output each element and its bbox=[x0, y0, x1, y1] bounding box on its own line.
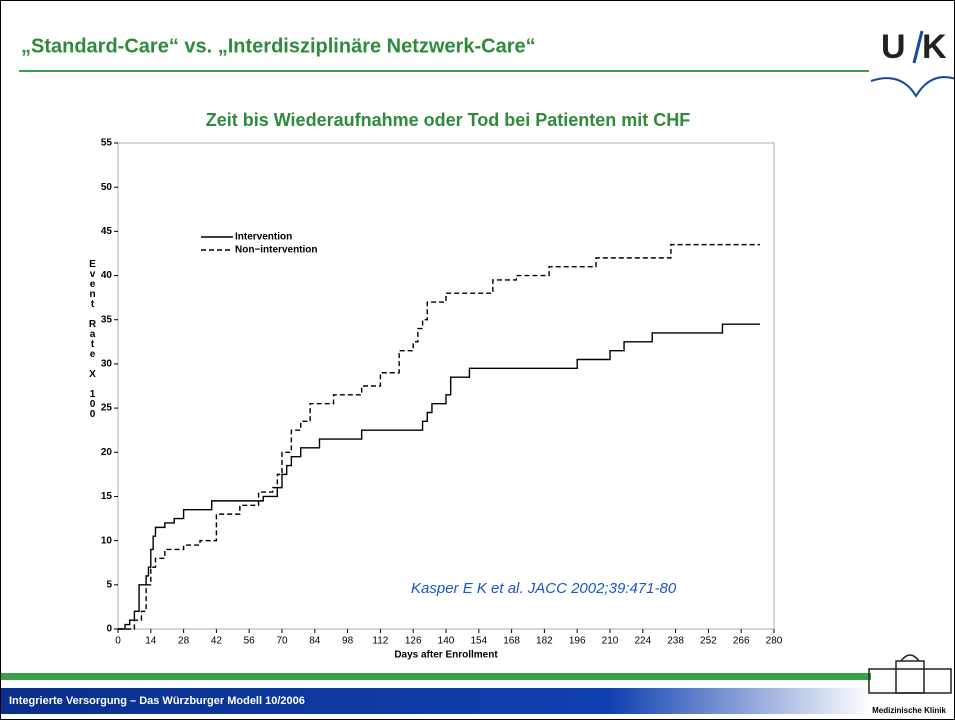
x-tick-label: 0 bbox=[115, 636, 121, 647]
logo-mark bbox=[912, 30, 924, 64]
x-tick-label: 112 bbox=[372, 636, 388, 647]
step-line bbox=[118, 323, 760, 630]
x-tick-label: 154 bbox=[470, 636, 487, 647]
x-tick-label: 84 bbox=[309, 636, 321, 647]
footer-text: Integrierte Versorgung – Das Würzburger … bbox=[9, 695, 305, 707]
building-icon bbox=[868, 654, 952, 694]
x-tick-label: 42 bbox=[211, 636, 223, 647]
x-tick-label: 28 bbox=[178, 636, 190, 647]
footer-bar bbox=[1, 688, 871, 714]
y-tick-label: 35 bbox=[101, 314, 113, 325]
y-tick-label: 5 bbox=[106, 579, 112, 590]
chart-title: Zeit bis Wiederaufnahme oder Tod bei Pat… bbox=[206, 110, 691, 130]
x-tick-label: 280 bbox=[766, 636, 783, 647]
x-tick-label: 14 bbox=[145, 636, 157, 647]
x-tick-label: 238 bbox=[667, 636, 684, 647]
y-tick-label: 25 bbox=[101, 403, 113, 414]
plot-frame bbox=[117, 142, 775, 630]
y-tick-label: 0 bbox=[106, 624, 112, 635]
x-axis-label: Days after Enrollment bbox=[394, 650, 498, 661]
step-line bbox=[118, 243, 760, 630]
annotation: Kasper E K et al. JACC 2002;39:471-80 bbox=[411, 580, 677, 597]
legend-label: Non−intervention bbox=[235, 245, 318, 256]
y-tick-label: 10 bbox=[101, 535, 113, 546]
x-tick-label: 266 bbox=[733, 636, 750, 647]
x-tick-label: 126 bbox=[405, 636, 422, 647]
y-tick-label: 40 bbox=[101, 270, 113, 281]
y-tick-label: 15 bbox=[101, 491, 113, 502]
y-tick-label: 55 bbox=[101, 138, 113, 149]
x-tick-label: 168 bbox=[503, 636, 520, 647]
y-tick-label: 20 bbox=[101, 447, 113, 458]
legend-label: Intervention bbox=[235, 232, 292, 243]
logo-letter: K bbox=[922, 28, 947, 66]
x-tick-label: 98 bbox=[342, 636, 354, 647]
x-tick-label: 182 bbox=[536, 636, 553, 647]
x-tick-label: 252 bbox=[700, 636, 717, 647]
x-tick-label: 140 bbox=[438, 636, 455, 647]
footer-rule bbox=[1, 673, 871, 680]
x-tick-label: 56 bbox=[244, 636, 256, 647]
y-tick-label: 30 bbox=[101, 359, 113, 370]
logo-caption: Medizinische Klinik bbox=[872, 706, 946, 715]
y-tick-label: 50 bbox=[101, 182, 113, 193]
logo-wave bbox=[870, 76, 954, 98]
x-tick-label: 70 bbox=[276, 636, 288, 647]
x-tick-label: 196 bbox=[569, 636, 586, 647]
y-axis-label: Event Rate X 100 bbox=[87, 259, 98, 419]
x-tick-label: 210 bbox=[602, 636, 619, 647]
y-tick-label: 45 bbox=[101, 226, 113, 237]
logo-letter: U bbox=[881, 28, 906, 66]
slide-title: „Standard-Care“ vs. „Interdisziplinäre N… bbox=[21, 35, 536, 57]
x-tick-label: 224 bbox=[634, 636, 651, 647]
